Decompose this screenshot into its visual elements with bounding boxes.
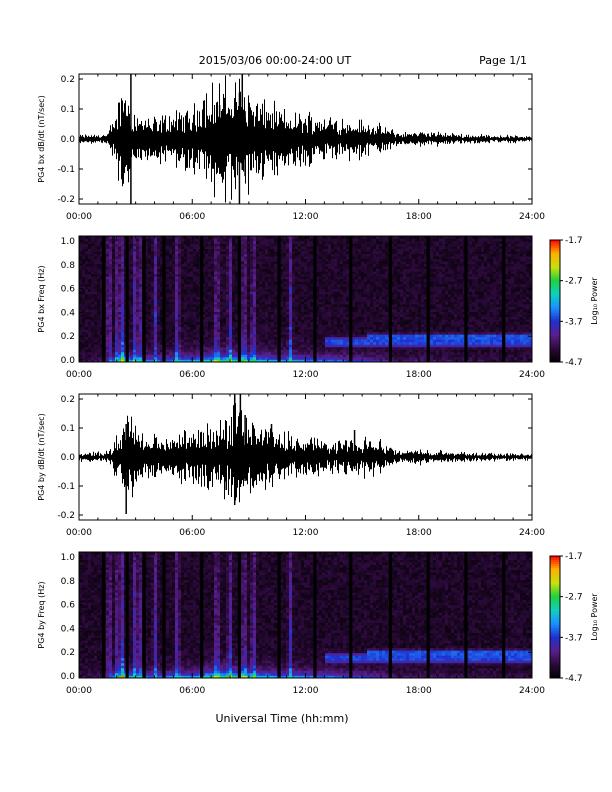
x-tick-label: 18:00 xyxy=(406,212,432,222)
x-tick-label: 00:00 xyxy=(66,370,92,380)
colorbar-tick-label: -1.7 xyxy=(565,552,583,562)
panel-bx-spectrogram: 1.0 0.8 0.6 0.4 0.2 0.0 00:00 06:00 12:00 18:00 24… xyxy=(37,235,545,380)
colorbar-tick-label: -2.7 xyxy=(565,593,583,603)
y-tick-label: 0.2 xyxy=(61,75,75,85)
y-tick-label: 0.0 xyxy=(61,135,76,145)
data-gap xyxy=(142,552,146,678)
y-tick-label: -0.1 xyxy=(57,482,75,492)
x-tick-label: 12:00 xyxy=(293,528,319,538)
panel-bx-waveform: 0.2 0.1 0.0 -0.1 -0.2 00:00 06:00 12:00 18:00 24:… xyxy=(37,73,545,222)
x-tick-label: 24:00 xyxy=(519,528,545,538)
data-gap xyxy=(277,552,281,678)
y-tick-label: 0.8 xyxy=(61,577,76,587)
data-gap xyxy=(502,552,506,678)
data-gap xyxy=(464,236,468,362)
colorbar-by: -1.7 -2.7 -3.7 -4.7 Log₁₀ Power xyxy=(549,552,599,684)
data-gap xyxy=(101,552,106,678)
x-tick-label: 12:00 xyxy=(293,212,319,222)
x-axis-label: Universal Time (hh:mm) xyxy=(216,712,349,725)
y-axis-label: PG4 bx dB/dt (nT/sec) xyxy=(37,95,46,182)
x-tick-label: 18:00 xyxy=(406,370,432,380)
data-gap xyxy=(125,552,129,678)
x-tick-label: 00:00 xyxy=(66,212,92,222)
y-tick-label: 0.4 xyxy=(61,624,76,634)
data-gap xyxy=(349,236,353,362)
x-tick-label: 24:00 xyxy=(519,212,545,222)
colorbar-tick-label: -3.7 xyxy=(565,317,583,327)
panel-by-waveform: 0.2 0.1 0.0 -0.1 -0.2 00:00 06:00 12:00 18:00 24:… xyxy=(37,393,545,538)
y-tick-label: -0.2 xyxy=(57,195,75,205)
data-gap xyxy=(313,552,317,678)
colorbar-label: Log₁₀ Power xyxy=(590,277,599,325)
y-axis-label: PG4 by Freq (Hz) xyxy=(37,581,46,648)
x-tick-label: 00:00 xyxy=(66,686,92,696)
colorbar-label: Log₁₀ Power xyxy=(590,593,599,641)
y-tick-label: 0.8 xyxy=(61,261,76,271)
colorbar-tick-label: -3.7 xyxy=(565,633,583,643)
x-tick-label: 06:00 xyxy=(179,686,205,696)
colorbar-frame xyxy=(549,555,561,679)
data-gap xyxy=(426,552,430,678)
y-tick-label: 0.1 xyxy=(61,105,75,115)
data-gap xyxy=(142,236,146,362)
y-tick-label: 0.2 xyxy=(61,332,75,342)
y-tick-label: 0.0 xyxy=(61,453,76,463)
spectrogram-cells xyxy=(79,236,533,363)
y-tick-label: 1.0 xyxy=(61,237,76,247)
x-tick-label: 06:00 xyxy=(179,212,205,222)
colorbar-frame xyxy=(549,239,561,363)
colorbar-bx: -1.7 -2.7 -3.7 -4.7 Log₁₀ Power xyxy=(549,236,599,368)
data-gap xyxy=(125,236,129,362)
data-gap xyxy=(388,552,393,678)
y-axis-label: PG4 bx Freq (Hz) xyxy=(37,265,46,332)
data-gap xyxy=(464,552,468,678)
y-tick-label: 0.6 xyxy=(61,285,76,295)
x-tick-label: 00:00 xyxy=(66,528,92,538)
y-tick-label: 0.6 xyxy=(61,601,76,611)
data-gap xyxy=(162,236,166,362)
data-gap xyxy=(101,236,106,362)
x-tick-label: 06:00 xyxy=(179,528,205,538)
data-gap xyxy=(237,236,242,362)
colorbar-tick-label: -1.7 xyxy=(565,236,583,246)
y-tick-label: 0.0 xyxy=(61,356,76,366)
colorbar-tick-label: -2.7 xyxy=(565,277,583,287)
x-tick-label: 12:00 xyxy=(293,686,319,696)
y-tick-label: 0.4 xyxy=(61,308,76,318)
panel-by-spectrogram: 1.0 0.8 0.6 0.4 0.2 0.0 00:00 06:00 12:00 18:00 24… xyxy=(37,551,545,696)
x-tick-label: 18:00 xyxy=(406,528,432,538)
y-tick-label: 0.2 xyxy=(61,395,75,405)
colorbar-tick-label: -4.7 xyxy=(565,358,583,368)
y-tick-label: 1.0 xyxy=(61,553,76,563)
x-tick-label: 12:00 xyxy=(293,370,319,380)
date-range-title: 2015/03/06 00:00-24:00 UT xyxy=(199,54,352,67)
page-indicator: Page 1/1 xyxy=(479,54,527,67)
y-tick-label: 0.0 xyxy=(61,672,76,682)
data-gap xyxy=(200,236,204,362)
x-tick-label: 06:00 xyxy=(179,370,205,380)
x-tick-label: 24:00 xyxy=(519,370,545,380)
data-gap xyxy=(349,552,353,678)
y-tick-label: -0.1 xyxy=(57,165,75,175)
y-tick-label: 0.2 xyxy=(61,648,75,658)
data-gap xyxy=(162,552,166,678)
y-tick-label: 0.1 xyxy=(61,424,75,434)
x-tick-label: 18:00 xyxy=(406,686,432,696)
waveform-trace xyxy=(79,403,532,503)
y-axis-label: PG4 by dB/dt (nT/sec) xyxy=(37,413,46,500)
data-gap xyxy=(237,552,242,678)
data-gap xyxy=(277,236,281,362)
x-tick-label: 24:00 xyxy=(519,686,545,696)
data-gap xyxy=(502,236,506,362)
data-gap xyxy=(200,552,204,678)
colorbar-tick-label: -4.7 xyxy=(565,674,583,684)
data-gap xyxy=(313,236,317,362)
data-gap xyxy=(388,236,393,362)
waveform-trace xyxy=(79,75,532,203)
data-gap xyxy=(426,236,430,362)
y-tick-label: -0.2 xyxy=(57,511,75,521)
